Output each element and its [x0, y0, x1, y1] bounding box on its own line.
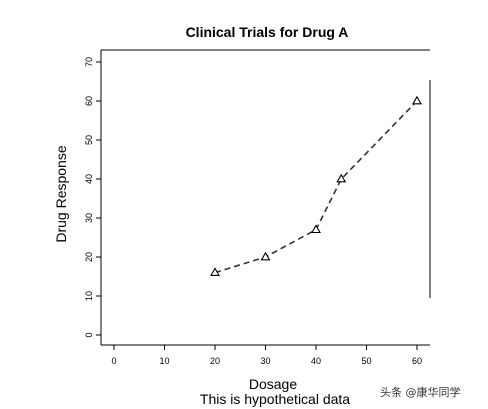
y-tick-label-40: 40: [84, 174, 94, 184]
chart-title: Clinical Trials for Drug A: [186, 24, 349, 40]
x-tick-label-50: 50: [361, 356, 371, 366]
y-axis-label: Drug Response: [53, 145, 69, 242]
x-tick-label-10: 10: [159, 356, 169, 366]
axes-group: 0 10 20 30 40 50 60 0 10 20 30 40 50 60 70: [84, 49, 431, 366]
x-tick-label-60: 60: [412, 356, 422, 366]
y-tick-label-70: 70: [84, 57, 94, 67]
data-point-3: [336, 173, 347, 183]
y-tick-label-0: 0: [84, 332, 94, 337]
watermark: 头条 @康华同学: [371, 385, 461, 399]
y-tick-label-10: 10: [84, 291, 94, 301]
data-point-1: [260, 251, 271, 261]
chart-subtitle: This is hypothetical data: [200, 391, 350, 407]
data-marks: [210, 95, 422, 276]
data-point-2: [311, 224, 321, 234]
y-tick-label-60: 60: [84, 96, 94, 106]
data-point-4: [412, 95, 422, 105]
y-tick-label-20: 20: [84, 252, 94, 262]
x-tick-label-30: 30: [260, 356, 270, 366]
x-tick-label-40: 40: [311, 356, 321, 366]
watermark-text: 头条 @康华同学: [380, 385, 461, 399]
y-tick-label-30: 30: [84, 213, 94, 223]
x-tick-label-0: 0: [111, 356, 116, 366]
x-tick-label-20: 20: [210, 356, 220, 366]
y-tick-label-50: 50: [84, 135, 94, 145]
x-axis-label: Dosage: [249, 376, 297, 392]
watermark-anchor: [371, 392, 373, 394]
data-point-0: [210, 267, 220, 276]
series-line-0: [214, 100, 418, 274]
